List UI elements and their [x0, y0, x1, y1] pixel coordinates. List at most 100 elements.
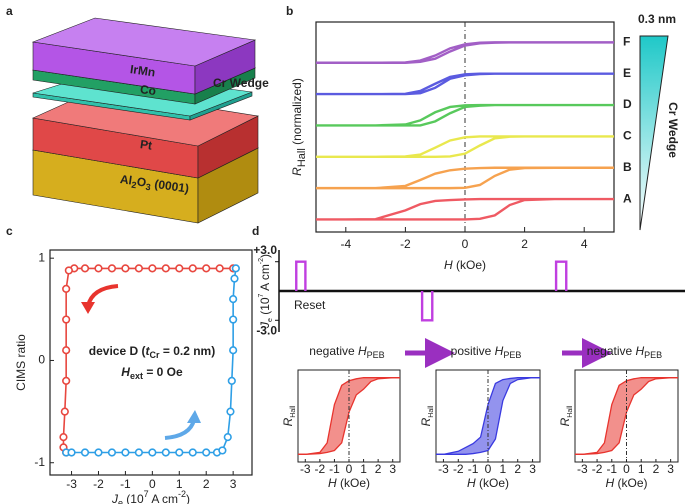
x-axis-label: H (kOe) [605, 476, 647, 490]
wedge-top-label: 0.3 nm [638, 12, 676, 26]
label-part: ext [130, 371, 143, 381]
hysteresis-curve [316, 103, 614, 127]
label-part: 7 [144, 489, 149, 499]
label-part: H [495, 344, 504, 358]
label-part: PEB [644, 350, 662, 360]
cims-point [94, 448, 103, 457]
x-tick-label: 1 [638, 462, 645, 476]
x-tick-label: 0 [149, 477, 156, 491]
current-pulse [420, 291, 434, 322]
cims-point [80, 264, 90, 273]
y-axis-label: RHall [419, 405, 435, 426]
loop-title: negative HPEB [309, 344, 384, 360]
cims-point [230, 274, 239, 283]
cims-point [227, 376, 236, 386]
cims-point [229, 315, 238, 324]
wedge-label: Cr Wedge [666, 102, 680, 158]
hysteresis-curve [316, 166, 614, 190]
cims-point [175, 264, 184, 273]
label-part: (kOe) [476, 476, 509, 490]
loop-branch [436, 377, 540, 455]
cims-point [229, 294, 238, 304]
annotation: device D (tCr = 0.2 nm) [89, 344, 215, 360]
label-part: Hall [428, 405, 435, 418]
layer-face [31, 17, 257, 67]
label-part: Co [139, 82, 157, 98]
cims-point [215, 264, 224, 273]
label-part: positive [451, 344, 495, 358]
label-part: negative [587, 344, 636, 358]
cims-point [94, 264, 103, 273]
x-axis-label: H (kOe) [328, 476, 370, 490]
label-part: (10 [258, 297, 272, 318]
label-part: Hall [290, 405, 297, 418]
cims-point [62, 346, 71, 355]
label-part: device D ( [89, 344, 146, 358]
cims-point [161, 448, 170, 457]
cims-point [218, 446, 227, 455]
label-part: e [118, 498, 123, 504]
x-axis-label: H (kOe) [444, 258, 486, 272]
cims-point [188, 264, 197, 273]
label-part: H [121, 365, 130, 379]
label-part: (kOe) [614, 476, 647, 490]
panel-label: a [6, 4, 13, 18]
layer-label: Cr Wedge [213, 76, 269, 90]
x-tick-label: -3 [438, 462, 449, 476]
label-part: (0001) [150, 177, 190, 196]
y-tick-label: -3.0 [256, 323, 277, 337]
x-tick-label: 1 [360, 462, 367, 476]
x-tick-label: -1 [120, 477, 131, 491]
cims-point [80, 448, 90, 457]
x-tick-label: 3 [230, 477, 237, 491]
y-axis-label: CIMS ratio [14, 334, 28, 391]
cims-line [66, 268, 237, 454]
label-part: 3 [145, 182, 151, 193]
label-part: R [419, 417, 433, 426]
y-tick-label: +3.0 [253, 243, 277, 257]
x-tick-label: 0 [485, 462, 492, 476]
label-part: IrMn [129, 62, 156, 79]
cims-point [202, 448, 211, 457]
y-tick-label: -1 [34, 455, 45, 469]
current-pulse [295, 260, 307, 291]
label-part: negative [309, 344, 358, 358]
x-tick-label: -2 [592, 462, 603, 476]
series-label: F [623, 35, 630, 49]
y-axis-label: Je (107 A cm-2) [258, 254, 274, 329]
label-part: O [136, 175, 147, 190]
cims-point [229, 346, 238, 355]
series-label: A [623, 191, 632, 205]
x-tick-label: -2 [93, 477, 104, 491]
cims-point [175, 448, 184, 457]
y-axis-label: RHall [281, 405, 297, 426]
x-tick-label: 2 [203, 477, 210, 491]
current-pulse [554, 260, 568, 291]
x-tick-label: 0 [346, 462, 353, 476]
label-part: (10 [123, 492, 144, 504]
cims-line [62, 267, 234, 453]
cims-point [62, 284, 71, 293]
label-part: Hall [567, 405, 574, 418]
cims-point [62, 315, 71, 324]
label-part: Cr Wedge [213, 76, 269, 90]
x-tick-label: -2 [400, 237, 411, 251]
x-tick-label: 2 [514, 462, 521, 476]
direction-arrow-head [187, 410, 201, 423]
x-tick-label: 2 [521, 237, 528, 251]
x-tick-label: -1 [329, 462, 340, 476]
loop-fill [298, 377, 400, 455]
x-tick-label: 1 [500, 462, 507, 476]
layer-label: Pt [139, 137, 153, 153]
label-part: H [358, 344, 367, 358]
label-part: 2 [131, 180, 137, 191]
x-tick-label: 3 [667, 462, 674, 476]
x-tick-label: -3 [300, 462, 311, 476]
label-part: (kOe) [453, 258, 486, 272]
x-tick-label: -3 [577, 462, 588, 476]
hysteresis-curve [316, 135, 614, 158]
label-part: PEB [367, 350, 385, 360]
annotation: Hext = 0 Oe [121, 365, 183, 381]
label-part: e [267, 318, 274, 322]
